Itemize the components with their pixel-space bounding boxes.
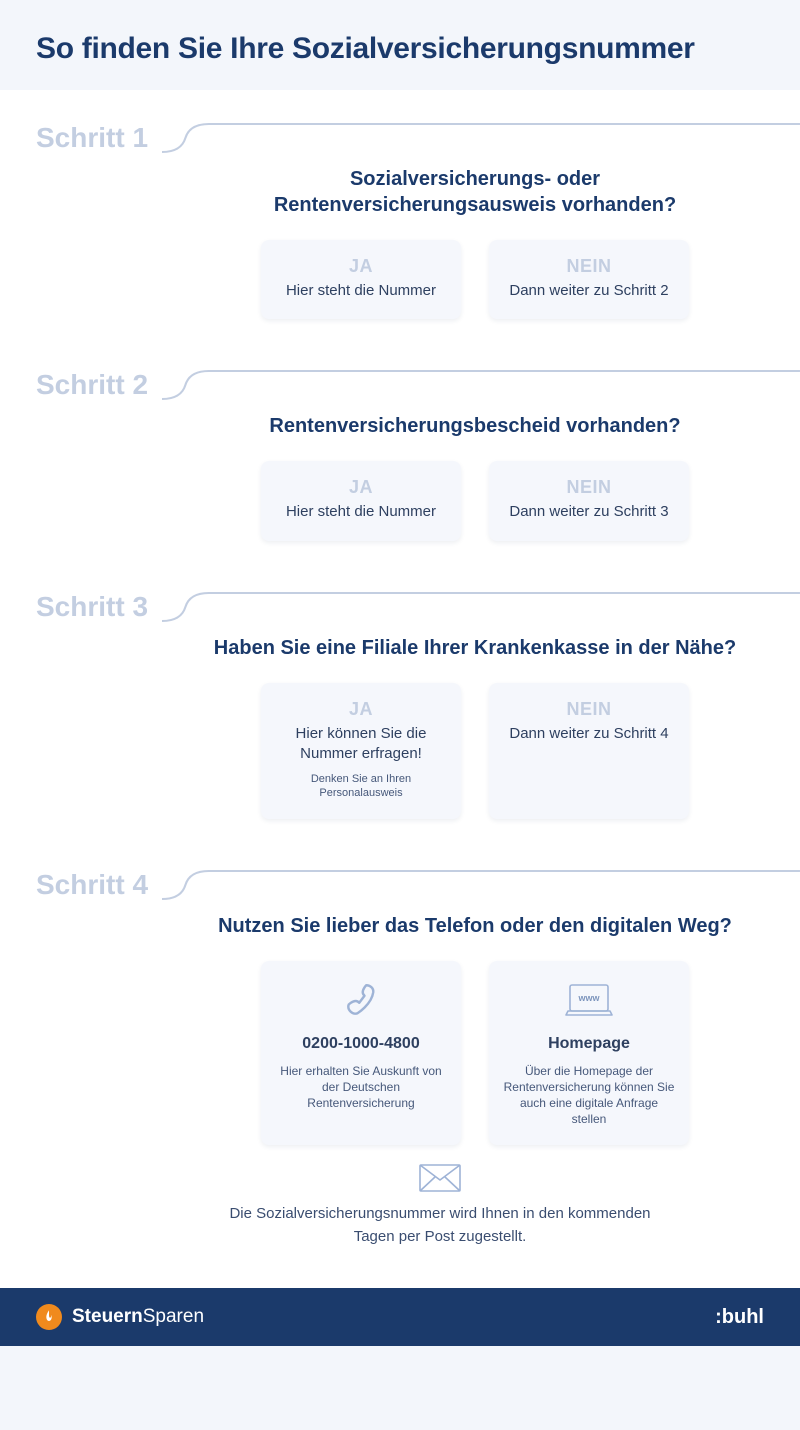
brand-left: SteuernSparen <box>36 1304 204 1330</box>
brand-name: SteuernSparen <box>72 1306 204 1328</box>
step-1-head: Schritt 1 <box>0 118 800 158</box>
step-2-yes-card: JA Hier steht die Nummer <box>261 461 461 540</box>
no-label: NEIN <box>566 256 611 277</box>
step-2: Schritt 2 Rentenversicherungsbescheid vo… <box>0 337 800 540</box>
no-label: NEIN <box>566 477 611 498</box>
yes-desc: Hier steht die Nummer <box>286 502 436 522</box>
mail-icon <box>210 1163 670 1193</box>
step-2-question: Rentenversicherungsbescheid vorhanden? <box>210 413 740 439</box>
step-4-head: Schritt 4 <box>0 865 800 905</box>
yes-label: JA <box>349 699 373 720</box>
step-2-cards: JA Hier steht die Nummer NEIN Dann weite… <box>210 461 740 540</box>
step-4: Schritt 4 Nutzen Sie lieber das Telefon … <box>0 837 800 1249</box>
yes-desc: Hier können Sie die Nummer erfragen! <box>273 724 449 765</box>
content-area: Schritt 1 Sozialversicherungs- oder Rent… <box>0 90 800 1288</box>
page-header: So finden Sie Ihre Sozialversicherungsnu… <box>0 0 800 90</box>
no-desc: Dann weiter zu Schritt 3 <box>509 502 668 522</box>
step-1-curve <box>162 118 800 158</box>
step-1-label: Schritt 1 <box>0 122 162 154</box>
mail-note-block: Die Sozialversicherungsnummer wird Ihnen… <box>210 1163 670 1248</box>
web-title: Homepage <box>548 1035 630 1053</box>
step-3: Schritt 3 Haben Sie eine Filiale Ihrer K… <box>0 559 800 819</box>
step-4-cards: 0200-1000-4800 Hier erhalten Sie Auskunf… <box>210 961 740 1146</box>
step-3-label: Schritt 3 <box>0 591 162 623</box>
page-title: So finden Sie Ihre Sozialversicherungsnu… <box>36 32 764 66</box>
phone-icon <box>340 977 382 1025</box>
www-text: www <box>577 993 600 1003</box>
step-1-question: Sozialversicherungs- oder Rentenversiche… <box>210 166 740 218</box>
brand-right: :buhl <box>715 1306 764 1329</box>
step-1-cards: JA Hier steht die Nummer NEIN Dann weite… <box>210 240 740 319</box>
phone-sub: Hier erhalten Sie Auskunft von der Deuts… <box>273 1063 449 1112</box>
step-3-question: Haben Sie eine Filiale Ihrer Krankenkass… <box>210 635 740 661</box>
laptop-icon: www <box>560 977 618 1025</box>
step-1-no-card: NEIN Dann weiter zu Schritt 2 <box>489 240 689 319</box>
step-2-no-card: NEIN Dann weiter zu Schritt 3 <box>489 461 689 540</box>
yes-label: JA <box>349 256 373 277</box>
step-2-curve <box>162 365 800 405</box>
step-4-phone-card: 0200-1000-4800 Hier erhalten Sie Auskunf… <box>261 961 461 1146</box>
no-label: NEIN <box>566 699 611 720</box>
step-3-head: Schritt 3 <box>0 587 800 627</box>
step-4-label: Schritt 4 <box>0 869 162 901</box>
mail-note-text: Die Sozialversicherungsnummer wird Ihnen… <box>210 1203 670 1248</box>
yes-note: Denken Sie an Ihren Personalausweis <box>273 772 449 801</box>
page-footer: SteuernSparen :buhl <box>0 1288 800 1346</box>
no-desc: Dann weiter zu Schritt 2 <box>509 281 668 301</box>
step-1-yes-card: JA Hier steht die Nummer <box>261 240 461 319</box>
brand-fire-icon <box>36 1304 62 1330</box>
no-desc: Dann weiter zu Schritt 4 <box>509 724 668 744</box>
step-4-curve <box>162 865 800 905</box>
step-3-curve <box>162 587 800 627</box>
step-3-no-card: NEIN Dann weiter zu Schritt 4 <box>489 683 689 819</box>
step-4-question: Nutzen Sie lieber das Telefon oder den d… <box>210 913 740 939</box>
yes-desc: Hier steht die Nummer <box>286 281 436 301</box>
step-1: Schritt 1 Sozialversicherungs- oder Rent… <box>0 90 800 319</box>
yes-label: JA <box>349 477 373 498</box>
step-2-head: Schritt 2 <box>0 365 800 405</box>
step-2-label: Schritt 2 <box>0 369 162 401</box>
step-3-yes-card: JA Hier können Sie die Nummer erfragen! … <box>261 683 461 819</box>
step-4-web-card: www Homepage Über die Homepage der Rente… <box>489 961 689 1146</box>
web-sub: Über die Homepage der Rentenversicherung… <box>501 1063 677 1128</box>
phone-number: 0200-1000-4800 <box>302 1035 419 1053</box>
step-3-cards: JA Hier können Sie die Nummer erfragen! … <box>210 683 740 819</box>
